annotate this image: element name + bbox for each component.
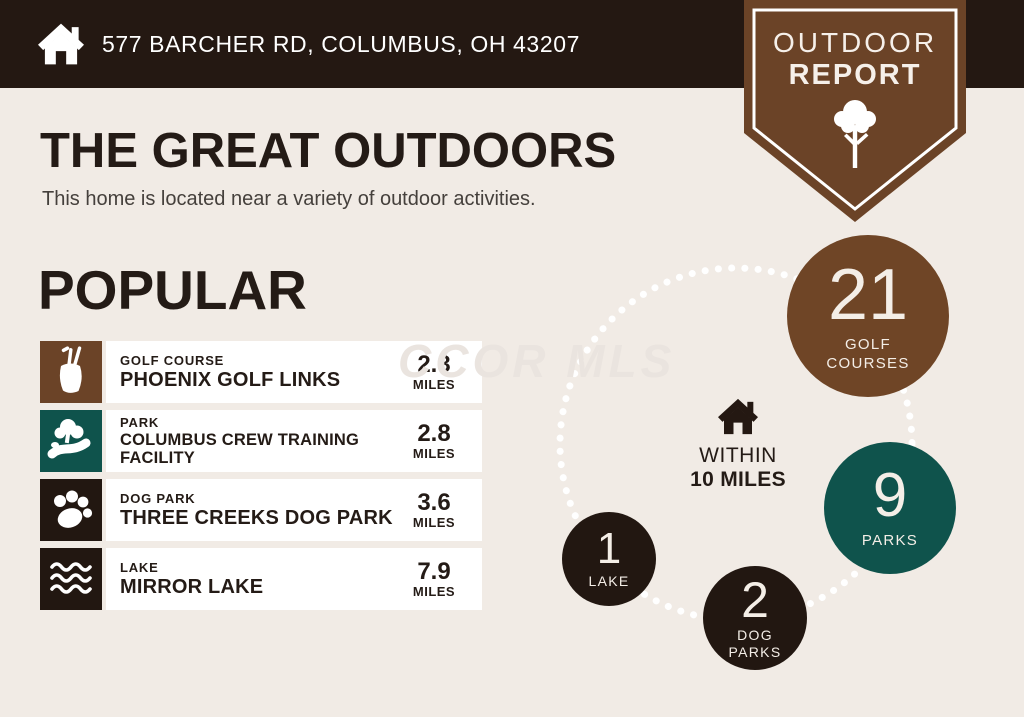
category-label: GOLF COURSE [120, 352, 225, 368]
card-golf-course: GOLF COURSE PHOENIX GOLF LINKS 2.3 MILES [106, 341, 482, 403]
distance-block: 7.9 MILES [396, 559, 472, 599]
bubble-parks: 9 PARKS [824, 442, 956, 574]
list-item-lake: LAKE MIRROR LAKE 7.9 MILES [40, 548, 482, 610]
parks-count: 9 [872, 461, 908, 531]
property-address: 577 BARCHER RD, COLUMBUS, OH 43207 [102, 30, 580, 57]
golf-courses-label: GOLF COURSES [826, 335, 910, 372]
distance-block: 3.6 MILES [396, 490, 472, 530]
card-dog-park: DOG PARK THREE CREEKS DOG PARK 3.6 MILES [106, 479, 482, 541]
popular-heading: POPULAR [38, 259, 307, 321]
lake-label: LAKE [588, 573, 630, 590]
dog-parks-count: 2 [741, 571, 769, 628]
bubble-lake: 1 LAKE [562, 512, 656, 606]
lake-count: 1 [596, 524, 622, 574]
distance-unit: MILES [412, 446, 456, 462]
list-item-park: PARK COLUMBUS CREW TRAINING FACILITY 2.8… [40, 410, 482, 472]
distance-block: 2.3 MILES [396, 352, 472, 392]
golf-bag-icon [40, 341, 102, 403]
category-label: PARK [120, 414, 160, 430]
radius-center-label: WITHIN 10 MILES [663, 398, 813, 492]
card-lake: LAKE MIRROR LAKE 7.9 MILES [106, 548, 482, 610]
outdoor-report-badge: OUTDOOR REPORT [744, 0, 966, 226]
badge-title-line2: REPORT [788, 59, 922, 91]
distance-unit: MILES [412, 377, 456, 393]
popular-list: GOLF COURSE PHOENIX GOLF LINKS 2.3 MILES… [40, 341, 482, 610]
distance-value: 2.3 [417, 350, 451, 378]
distance-value: 2.8 [417, 419, 451, 447]
distance-unit: MILES [412, 515, 456, 531]
distance-block: 2.8 MILES [396, 421, 472, 461]
distance-value: 3.6 [417, 488, 451, 516]
list-item-golf-course: GOLF COURSE PHOENIX GOLF LINKS 2.3 MILES [40, 341, 482, 403]
place-name: PHOENIX GOLF LINKS [120, 369, 341, 392]
home-icon [38, 23, 84, 65]
home-icon [718, 398, 758, 435]
page-subtitle: This home is located near a variety of o… [42, 188, 536, 210]
parks-label: PARKS [861, 532, 919, 550]
place-name: MIRROR LAKE [120, 576, 264, 599]
page-title: THE GREAT OUTDOORS [40, 124, 617, 178]
bubble-golf-courses: 21 GOLF COURSES [787, 235, 949, 397]
place-name: COLUMBUS CREW TRAINING FACILITY [120, 430, 360, 468]
bubble-dog-parks: 2 DOG PARKS [703, 566, 807, 670]
golf-courses-count: 21 [827, 254, 909, 335]
miles-label: 10 MILES [690, 468, 786, 491]
distance-value: 7.9 [417, 557, 451, 585]
within-label: WITHIN [699, 444, 777, 467]
category-label: DOG PARK [120, 490, 196, 506]
card-park: PARK COLUMBUS CREW TRAINING FACILITY 2.8… [106, 410, 482, 472]
list-item-dog-park: DOG PARK THREE CREEKS DOG PARK 3.6 MILES [40, 479, 482, 541]
category-label: LAKE [120, 559, 159, 575]
dog-parks-label: DOG PARKS [728, 626, 782, 661]
distance-unit: MILES [412, 584, 456, 600]
badge-title-line1: OUTDOOR [772, 27, 938, 58]
tree-icon [834, 100, 876, 168]
waves-icon [40, 548, 102, 610]
paw-icon [40, 479, 102, 541]
place-name: THREE CREEKS DOG PARK [120, 507, 393, 530]
park-tree-icon [40, 410, 102, 472]
